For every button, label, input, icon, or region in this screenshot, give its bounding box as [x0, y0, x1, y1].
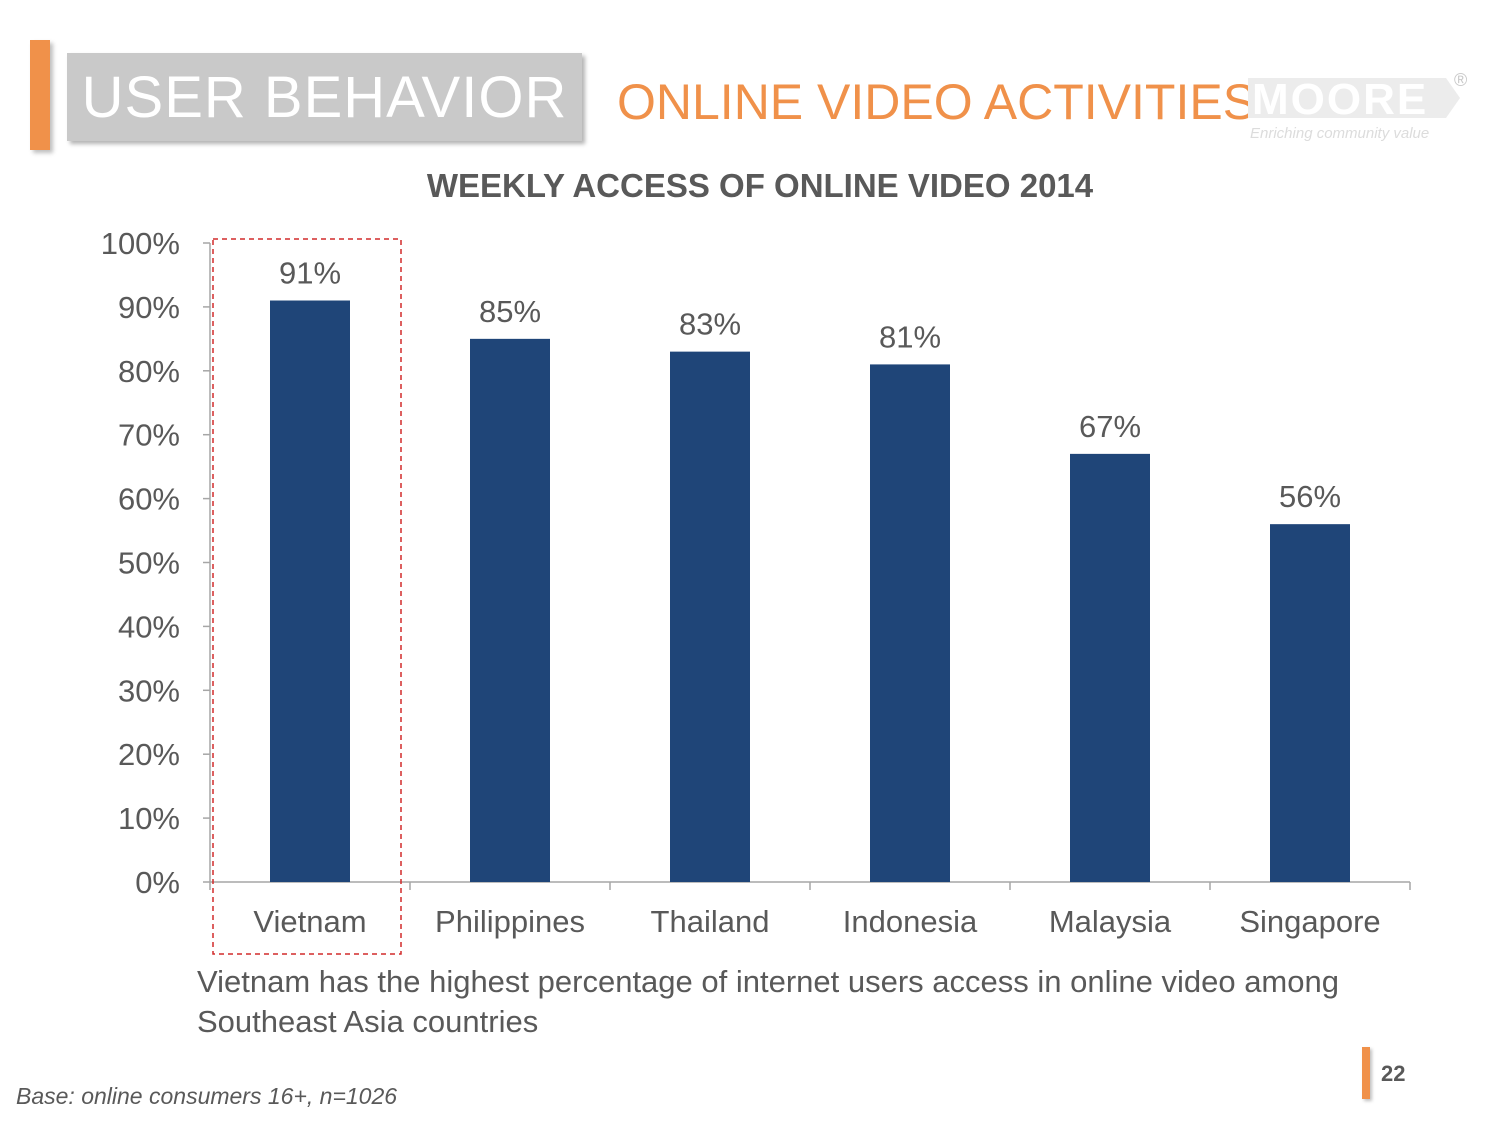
x-tick-label: Malaysia	[1049, 904, 1172, 939]
chart-title: WEEKLY ACCESS OF ONLINE VIDEO 2014	[427, 167, 1094, 204]
bar-vietnam	[270, 300, 350, 882]
y-tick-label: 100%	[101, 226, 180, 261]
bar-chart: WEEKLY ACCESS OF ONLINE VIDEO 2014 0% 10%…	[101, 167, 1411, 955]
chart-caption: Vietnam has the highest percentage of in…	[197, 964, 1339, 1039]
section-title: USER BEHAVIOR	[81, 64, 568, 130]
page-marker	[1362, 1047, 1370, 1099]
data-label: 81%	[879, 319, 941, 354]
y-tick-label: 90%	[118, 290, 180, 325]
page-number: 22	[1381, 1061, 1406, 1086]
page-heading: ONLINE VIDEO ACTIVITIES	[617, 74, 1257, 130]
y-tick-label: 10%	[118, 801, 180, 836]
highlight-box	[212, 238, 402, 955]
bar-singapore	[1270, 524, 1350, 882]
y-tick-label: 70%	[118, 418, 180, 453]
moore-logo-icon: MOORE Enriching community value ®	[1248, 70, 1467, 142]
data-label: 91%	[279, 256, 341, 291]
y-tick-label: 30%	[118, 673, 180, 708]
data-label: 67%	[1079, 409, 1141, 444]
y-tick-label: 20%	[118, 737, 180, 772]
logo-name: MOORE	[1252, 75, 1428, 124]
x-tick-label: Vietnam	[253, 904, 366, 939]
y-tick-label: 50%	[118, 546, 180, 581]
logo-registered-mark: ®	[1454, 70, 1467, 90]
bar-thailand	[670, 351, 750, 882]
bar-indonesia	[870, 364, 950, 882]
y-tick-label: 40%	[118, 609, 180, 644]
base-footnote: Base: online consumers 16+, n=1026	[16, 1083, 398, 1109]
y-tick-label: 0%	[135, 865, 180, 900]
accent-bar	[30, 40, 50, 150]
logo-tagline: Enriching community value	[1250, 125, 1429, 142]
x-tick-label: Indonesia	[843, 904, 978, 939]
x-tick-label: Thailand	[651, 904, 770, 939]
x-tick-label: Philippines	[435, 904, 585, 939]
x-tick-label: Singapore	[1239, 904, 1380, 939]
y-tick-label: 80%	[118, 354, 180, 389]
y-tick-label: 60%	[118, 482, 180, 517]
bar-philippines	[470, 338, 550, 883]
data-label: 85%	[479, 294, 541, 329]
bar-malaysia	[1070, 453, 1150, 882]
data-label: 56%	[1279, 479, 1341, 514]
section-box: USER BEHAVIOR	[67, 53, 582, 141]
data-label: 83%	[679, 307, 741, 342]
